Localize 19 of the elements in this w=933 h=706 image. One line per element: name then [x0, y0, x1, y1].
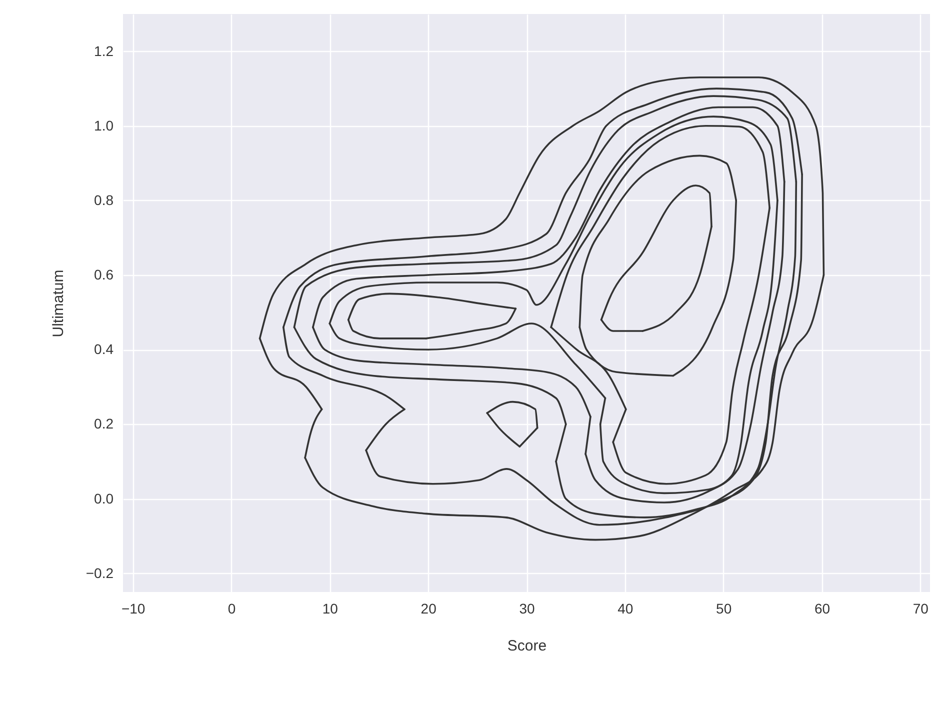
y-tick-label: 0.2 [94, 416, 114, 432]
x-tick-label: 20 [420, 600, 437, 616]
y-tick-label: 0.6 [94, 266, 114, 283]
x-tick-label: 70 [912, 600, 929, 616]
y-tick-label: 0.0 [94, 490, 114, 506]
x-tick-label: 60 [814, 600, 830, 616]
x-axis-title: Score [507, 638, 547, 654]
y-tick-label: 0.4 [94, 341, 114, 358]
y-tick-label: −0.2 [86, 564, 114, 581]
y-tick-label: 0.8 [94, 192, 114, 208]
x-tick-label: −10 [121, 600, 146, 616]
y-axis-title: Ultimatum [50, 270, 67, 338]
y-tick-label: 1.0 [94, 117, 114, 134]
x-tick-label: 50 [716, 600, 732, 616]
y-tick-label: 1.2 [94, 42, 114, 59]
x-tick-label: 30 [519, 600, 535, 616]
x-tick-label: 10 [322, 600, 338, 616]
x-tick-label: 0 [228, 600, 236, 616]
x-tick-label: 40 [618, 600, 634, 616]
